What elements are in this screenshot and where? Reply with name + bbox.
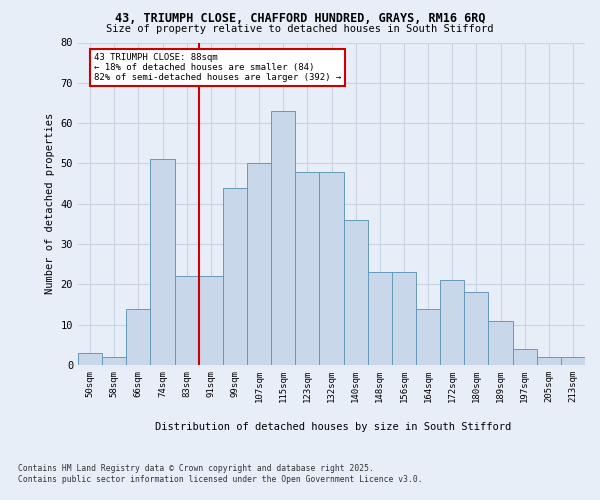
Text: 43 TRIUMPH CLOSE: 88sqm
← 18% of detached houses are smaller (84)
82% of semi-de: 43 TRIUMPH CLOSE: 88sqm ← 18% of detache…	[94, 52, 341, 82]
Text: Distribution of detached houses by size in South Stifford: Distribution of detached houses by size …	[155, 422, 511, 432]
Bar	[537, 357, 561, 365]
Bar	[247, 164, 271, 365]
Bar	[512, 349, 537, 365]
Text: Contains public sector information licensed under the Open Government Licence v3: Contains public sector information licen…	[18, 475, 422, 484]
Bar	[78, 353, 102, 365]
Bar	[561, 357, 585, 365]
Bar	[440, 280, 464, 365]
Bar	[271, 111, 295, 365]
Bar	[344, 220, 368, 365]
Bar	[488, 320, 512, 365]
Bar	[295, 172, 319, 365]
Bar	[319, 172, 344, 365]
Text: Contains HM Land Registry data © Crown copyright and database right 2025.: Contains HM Land Registry data © Crown c…	[18, 464, 374, 473]
Bar	[223, 188, 247, 365]
Bar	[464, 292, 488, 365]
Text: 43, TRIUMPH CLOSE, CHAFFORD HUNDRED, GRAYS, RM16 6RQ: 43, TRIUMPH CLOSE, CHAFFORD HUNDRED, GRA…	[115, 12, 485, 26]
Bar	[416, 308, 440, 365]
Bar	[151, 160, 175, 365]
Bar	[199, 276, 223, 365]
Bar	[175, 276, 199, 365]
Bar	[126, 308, 151, 365]
Bar	[368, 272, 392, 365]
Y-axis label: Number of detached properties: Number of detached properties	[45, 113, 55, 294]
Text: Size of property relative to detached houses in South Stifford: Size of property relative to detached ho…	[106, 24, 494, 34]
Bar	[392, 272, 416, 365]
Bar	[102, 357, 126, 365]
